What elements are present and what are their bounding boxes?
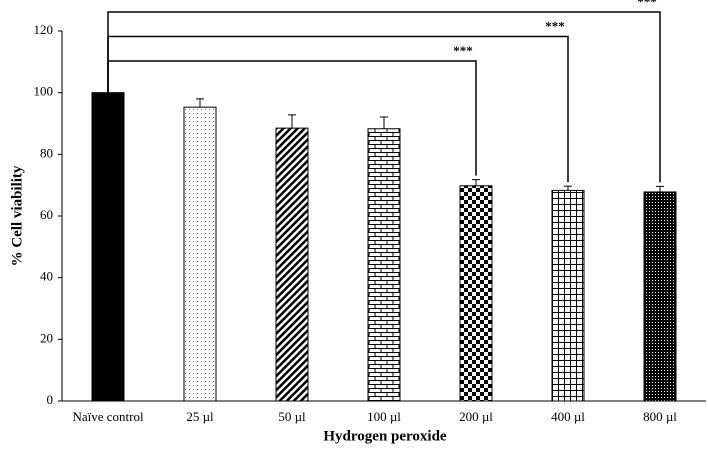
bar xyxy=(459,185,493,402)
x-axis-label: Hydrogen peroxide xyxy=(323,428,447,444)
bar xyxy=(367,128,401,402)
error-bar xyxy=(656,185,664,192)
y-tick-label: 20 xyxy=(40,330,53,345)
bar xyxy=(275,127,309,402)
x-tick-label: 400 µl xyxy=(551,409,585,424)
x-tick-label: 800 µl xyxy=(643,409,677,424)
x-tick-label: 200 µl xyxy=(459,409,493,424)
significance-label: *** xyxy=(545,18,565,33)
x-tick-label: 50 µl xyxy=(278,409,306,424)
bar xyxy=(643,191,677,402)
error-bar xyxy=(380,116,388,129)
significance-bracket xyxy=(107,11,661,183)
error-bar xyxy=(196,98,204,108)
x-tick-label: Naïve control xyxy=(72,409,144,424)
y-tick-label: 40 xyxy=(40,269,53,284)
bar xyxy=(91,92,125,402)
y-tick-label: 120 xyxy=(34,22,54,37)
y-tick-label: 80 xyxy=(40,145,53,160)
significance-label: *** xyxy=(637,0,657,9)
significance-bracket xyxy=(107,35,569,183)
y-axis-label: % Cell viability xyxy=(9,165,25,266)
x-tick-label: 100 µl xyxy=(367,409,401,424)
y-tick-label: 0 xyxy=(47,392,54,407)
y-tick-label: 60 xyxy=(40,207,53,222)
error-bar xyxy=(564,185,572,191)
error-bar xyxy=(288,114,296,129)
error-bar xyxy=(472,179,480,186)
x-tick-label: 25 µl xyxy=(186,409,214,424)
significance-label: *** xyxy=(453,43,473,58)
bar xyxy=(183,106,217,402)
y-tick-label: 100 xyxy=(34,84,54,99)
bar xyxy=(551,189,585,402)
